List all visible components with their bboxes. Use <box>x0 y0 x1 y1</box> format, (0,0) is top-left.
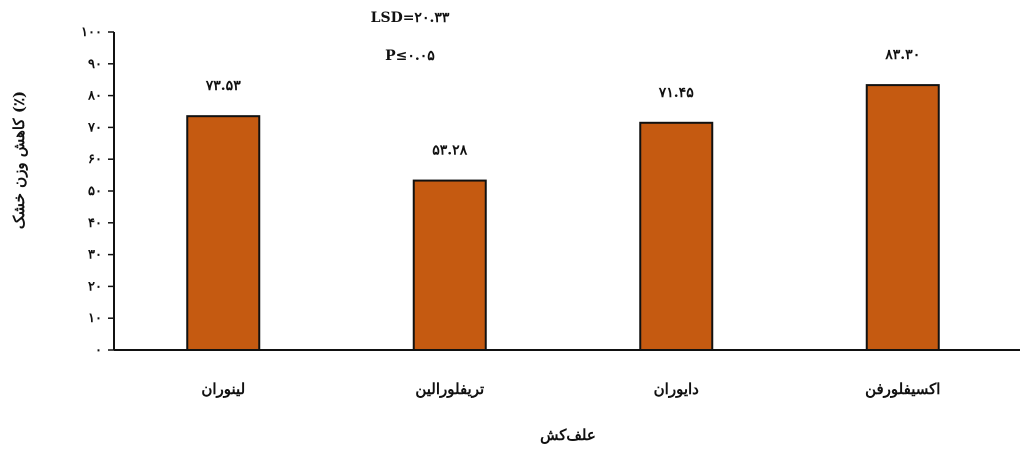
y-axis-title-group: کاهش وزن خشک (٪) <box>10 91 28 229</box>
bar-value-label: ۷۱.۴۵ <box>658 85 694 101</box>
y-tick-label: ۲۰ <box>88 279 102 294</box>
category-label: دایوران <box>654 380 700 398</box>
category-labels: لینوران تریفلورالین دایوران اکسیفلورفن <box>201 380 940 398</box>
bar <box>414 181 486 350</box>
p-value-annotation: P≤۰.۰۵ <box>385 48 435 64</box>
bar <box>867 85 939 350</box>
bar-value-label: ۵۳.۲۸ <box>432 143 467 159</box>
y-tick-label: ۰ <box>95 343 102 358</box>
y-tick-label: ۶۰ <box>88 152 102 167</box>
bar <box>187 116 259 350</box>
y-axis-ticks: ۰ ۱۰ ۲۰ ۳۰ ۴۰ ۵۰ ۶۰ ۷۰ ۸۰ ۹۰ ۱۰۰ <box>81 25 114 358</box>
x-axis-title: علف‌کش <box>540 426 596 444</box>
y-tick-label: ۸۰ <box>87 89 102 104</box>
bar-value-label: ۸۳.۳۰ <box>884 47 920 63</box>
y-tick-label: ۷۰ <box>87 120 102 135</box>
y-tick-label: ۵۰ <box>88 184 102 199</box>
category-label: اکسیفلورفن <box>865 380 940 398</box>
y-tick-label: ۱۰ <box>88 311 102 326</box>
bar-value-label: ۷۳.۵۳ <box>205 78 241 94</box>
y-tick-label: ۹۰ <box>88 57 102 72</box>
bars <box>187 85 939 350</box>
y-axis-title: کاهش وزن خشک (٪) <box>10 91 28 229</box>
category-label: تریفلورالین <box>415 380 484 398</box>
category-label: لینوران <box>201 380 245 398</box>
y-tick-label: ۴۰ <box>88 216 102 231</box>
y-tick-label: ۱۰۰ <box>81 25 102 40</box>
bar <box>640 123 712 350</box>
lsd-annotation: LSD=۲۰.۳۳ <box>371 10 450 26</box>
y-tick-label: ۳۰ <box>88 248 102 263</box>
data-labels: ۷۳.۵۳ ۵۳.۲۸ ۷۱.۴۵ ۸۳.۳۰ <box>205 47 920 158</box>
